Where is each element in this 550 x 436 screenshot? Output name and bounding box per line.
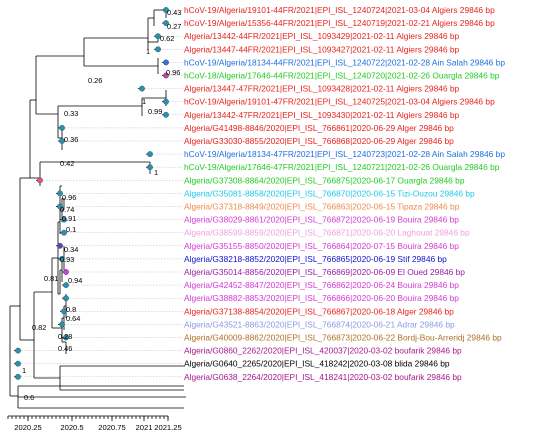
leaf-label: Algeria/G41498-8846/2020|EPI_ISL_766861|… xyxy=(184,123,454,133)
tip-marker xyxy=(57,203,63,210)
tip-marker xyxy=(163,98,169,105)
support-value: 0.46 xyxy=(58,344,72,353)
axis-tick-label: 2020.75 xyxy=(98,423,125,432)
leaf-label: Algeria/13442-44FR/2021|EPI_ISL_1093429|… xyxy=(184,31,460,41)
support-value: 0.27 xyxy=(167,22,181,31)
leaf-label: Algeria/G37138-8854/2020|EPI_ISL_766867|… xyxy=(184,306,454,316)
leaf-label: hCoV-19/Algeria/19101-47FR/2021|EPI_ISL_… xyxy=(184,97,495,107)
tip-marker xyxy=(15,360,21,367)
support-value: 0.81 xyxy=(44,274,58,283)
leaf-label: Algeria/G0860_2262/2020|EPI_ISL_420037|2… xyxy=(184,346,462,356)
support-value: 0.34 xyxy=(64,245,78,254)
tip-marker xyxy=(163,7,169,13)
support-values: 0.430.270.6210.960.2610.990.330.360.4210… xyxy=(22,8,181,402)
leaf-label: Algeria/G37308-8864/2020|EPI_ISL_766875|… xyxy=(184,175,465,185)
support-value: 0.93 xyxy=(60,255,74,264)
support-value: 1 xyxy=(142,97,146,106)
support-value: 0.64 xyxy=(66,314,80,323)
axis-tick-label: 2020.5 xyxy=(60,423,83,432)
support-value: 0.6 xyxy=(24,393,34,402)
tip-marker xyxy=(163,111,169,118)
leaf-label: hCoV-19/Algeria/18134-47FR/2021|EPI_ISL_… xyxy=(184,149,505,159)
support-value: 0.43 xyxy=(167,8,181,17)
tip-marker xyxy=(59,138,65,144)
tip-marker xyxy=(57,242,63,249)
support-value: 1 xyxy=(154,168,158,177)
tip-marker xyxy=(63,295,69,302)
tip-marker xyxy=(61,308,67,315)
support-value: 0.91 xyxy=(62,214,76,223)
leaf-label: Algeria/G0638_2264/2020|EPI_ISL_418241|2… xyxy=(184,372,462,382)
tip-marker xyxy=(139,85,145,92)
leaf-guide-lines xyxy=(18,9,183,378)
support-value: 0.26 xyxy=(88,76,102,85)
tip-marker xyxy=(147,151,153,158)
support-value: 0.62 xyxy=(160,34,174,43)
support-value: 0.96 xyxy=(62,193,76,202)
axis-tick-label: 2021 xyxy=(136,423,153,432)
leaf-label: Algeria/G38882-8853/2020|EPI_ISL_766866|… xyxy=(184,293,459,303)
tip-marker xyxy=(147,164,153,171)
support-value: 0.36 xyxy=(64,135,78,144)
leaf-label: Algeria/13447-47FR/2021|EPI_ISL_1093428|… xyxy=(184,84,460,94)
tip-marker xyxy=(63,282,69,288)
support-value: 1 xyxy=(146,47,150,56)
tip-marker xyxy=(163,20,169,26)
support-value: 0.8 xyxy=(66,305,76,314)
support-value: 0.94 xyxy=(68,276,82,285)
tip-markers xyxy=(14,7,169,380)
leaf-label: Algeria/G0640_2265/2020|EPI_ISL_418242|2… xyxy=(184,359,450,369)
support-value: 0.96 xyxy=(166,68,180,77)
leaf-label: hCoV-18/Algeria/17646-44FR/2021|EPI_ISL_… xyxy=(184,71,500,81)
tip-marker xyxy=(63,334,69,341)
tip-marker xyxy=(59,255,65,262)
leaf-label: Algeria/G43521-8863/2020|EPI_ISL_766874|… xyxy=(184,319,455,329)
leaf-label: Algeria/G35155-8850/2020|EPI_ISL_766864|… xyxy=(184,241,459,251)
leaf-label: Algeria/G38218-8852/2020|EPI_ISL_766865|… xyxy=(184,254,447,264)
leaf-label: hCoV-19/Algeria/18134-44FR/2021|EPI_ISL_… xyxy=(184,57,505,67)
leaf-label: Algeria/13442-47FR/2021|EPI_ISL_1093430|… xyxy=(184,110,460,120)
tip-marker xyxy=(59,321,65,328)
support-value: 1 xyxy=(22,366,26,375)
tip-marker xyxy=(61,216,67,223)
axis-tick-label: 2020.25 xyxy=(14,423,41,432)
axis-tick-label: 2021.25 xyxy=(154,423,181,432)
support-value: 0.33 xyxy=(64,109,78,118)
leaf-label: hCoV-19/Algeria/15356-44FR/2021|EPI_ISL_… xyxy=(184,18,495,28)
support-value: 0.99 xyxy=(148,107,162,116)
leaf-label: Algeria/G37318-8849/2020|EPI_ISL_766863|… xyxy=(184,202,460,212)
tip-marker xyxy=(61,229,67,236)
leaf-label: Algeria/G42452-8847/2020|EPI_ISL_766862|… xyxy=(184,280,459,290)
tree-branches xyxy=(9,9,186,409)
support-value: 0.74 xyxy=(60,205,74,214)
leaf-label: Algeria/G35081-8858/2020|EPI_ISL_766870|… xyxy=(184,188,475,198)
tip-marker xyxy=(155,46,161,53)
leaf-label: Algeria/G38599-8859/2020|EPI_ISL_766871|… xyxy=(184,228,470,238)
leaf-label: Algeria/G35014-8856/2020|EPI_ISL_766869|… xyxy=(184,267,465,277)
tip-marker xyxy=(155,33,161,40)
time-axis: 2020.25 2020.5 2020.75 2021 2021.25 xyxy=(7,415,182,432)
tip-marker xyxy=(15,347,21,354)
tip-marker xyxy=(57,190,63,197)
support-value: 0.42 xyxy=(60,159,74,168)
leaf-label: Algeria/G38029-8861/2020|EPI_ISL_766872|… xyxy=(184,215,459,225)
leaf-label: Algeria/13447-44FR/2021|EPI_ISL_1093427|… xyxy=(184,44,460,54)
tip-marker xyxy=(63,269,69,275)
leaf-label: hCoV-19/Algeria/17646-47FR/2021|EPI_ISL_… xyxy=(184,162,500,172)
tip-marker xyxy=(15,373,21,380)
leaf-label: hCoV-19/Algeria/19101-44FR/2021|EPI_ISL_… xyxy=(184,5,495,15)
leaf-label: Algeria/G40009-8862/2020|EPI_ISL_766873|… xyxy=(184,333,502,343)
support-value: 0.82 xyxy=(32,323,46,332)
leaf-label: Algeria/G33030-8855/2020|EPI_ISL_766868|… xyxy=(184,136,454,146)
tip-marker xyxy=(37,177,43,184)
support-value: 0.28 xyxy=(58,332,72,341)
tip-marker xyxy=(59,125,65,131)
leaf-labels: hCoV-19/Algeria/19101-44FR/2021|EPI_ISL_… xyxy=(184,5,505,382)
tip-marker xyxy=(163,72,169,79)
tip-marker xyxy=(163,59,169,66)
support-value: 0.1 xyxy=(66,225,76,234)
